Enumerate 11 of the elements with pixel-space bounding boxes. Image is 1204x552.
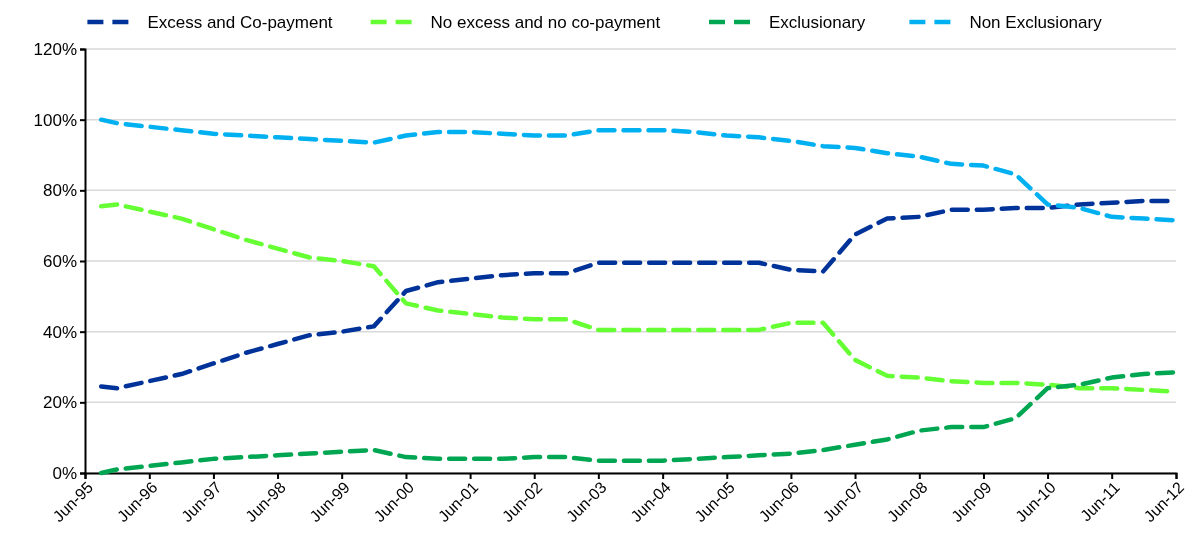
- y-tick-label: 40%: [42, 322, 77, 342]
- y-tick-label: 120%: [33, 39, 77, 59]
- y-tick-label: 100%: [33, 110, 77, 130]
- legend-label: No excess and no co-payment: [430, 12, 661, 32]
- legend-label: Non Exclusionary: [969, 12, 1103, 32]
- y-tick-label: 60%: [42, 251, 77, 271]
- legend-label: Excess and Co-payment: [147, 12, 333, 32]
- y-tick-label: 20%: [42, 393, 77, 413]
- y-tick-label: 0%: [52, 463, 77, 483]
- y-tick-label: 80%: [42, 181, 77, 201]
- legend-label: Exclusionary: [769, 12, 866, 32]
